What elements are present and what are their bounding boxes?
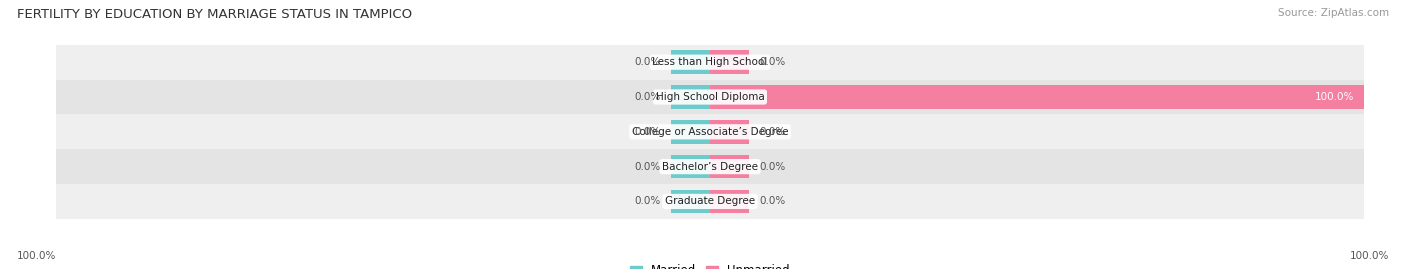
Text: College or Associate’s Degree: College or Associate’s Degree [631,127,789,137]
Text: 0.0%: 0.0% [759,127,786,137]
Bar [56,80,1364,114]
Legend: Married, Unmarried: Married, Unmarried [626,260,794,269]
Bar [671,120,710,144]
Bar [710,85,1364,109]
Text: 100.0%: 100.0% [17,251,56,261]
Text: Source: ZipAtlas.com: Source: ZipAtlas.com [1278,8,1389,18]
Text: Less than High School: Less than High School [652,57,768,67]
Bar [710,50,749,74]
Bar [671,190,710,213]
Text: 100.0%: 100.0% [1315,92,1354,102]
Text: 0.0%: 0.0% [634,127,661,137]
Bar [56,45,1364,80]
Text: 0.0%: 0.0% [759,162,786,172]
Text: 0.0%: 0.0% [634,92,661,102]
Bar [710,190,749,213]
Text: High School Diploma: High School Diploma [655,92,765,102]
Bar [56,149,1364,184]
Text: 0.0%: 0.0% [634,196,661,206]
Text: Bachelor’s Degree: Bachelor’s Degree [662,162,758,172]
Bar [671,155,710,178]
Text: FERTILITY BY EDUCATION BY MARRIAGE STATUS IN TAMPICO: FERTILITY BY EDUCATION BY MARRIAGE STATU… [17,8,412,21]
Text: 0.0%: 0.0% [759,196,786,206]
Bar [671,85,710,109]
Bar [56,184,1364,219]
Bar [56,114,1364,149]
Text: 100.0%: 100.0% [1350,251,1389,261]
Bar [671,50,710,74]
Text: Graduate Degree: Graduate Degree [665,196,755,206]
Bar [710,155,749,178]
Bar [710,120,749,144]
Text: 0.0%: 0.0% [759,57,786,67]
Text: 0.0%: 0.0% [634,57,661,67]
Text: 0.0%: 0.0% [634,162,661,172]
